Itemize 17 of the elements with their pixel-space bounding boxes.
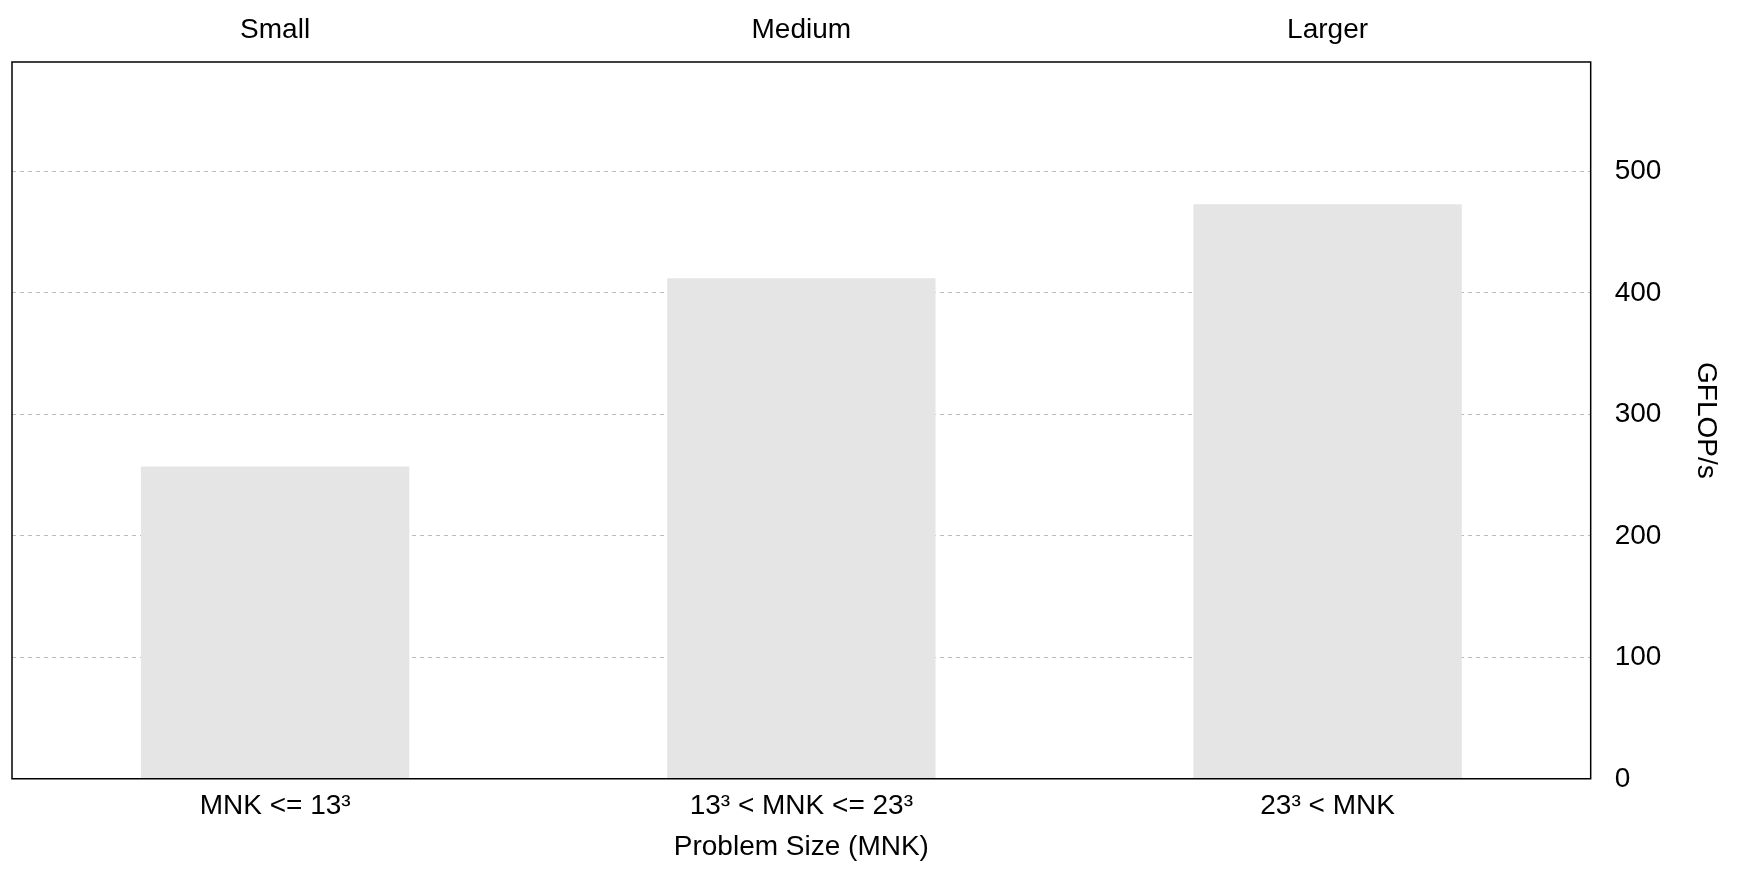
y-tick-label: 500	[1614, 154, 1662, 186]
y-axis-title: GFLOP/s	[1692, 362, 1724, 479]
text: Small	[240, 12, 311, 44]
x-tick-label: 23³ < MNK	[1260, 789, 1396, 821]
text: Larger	[1287, 12, 1369, 44]
y-tick-label: 0	[1614, 761, 1631, 793]
bar	[1193, 204, 1462, 779]
bar	[140, 466, 410, 779]
y-tick-label: 200	[1614, 518, 1662, 550]
x-tick-label: MNK <= 13³	[199, 789, 351, 821]
text: Medium	[751, 12, 852, 44]
bar	[667, 278, 936, 779]
y-tick-label: 300	[1614, 397, 1662, 429]
x-axis-title: Problem Size (MNK)	[673, 829, 929, 861]
y-tick-label: 100	[1614, 640, 1662, 672]
y-tick-label: 400	[1614, 275, 1662, 307]
x-tick-label: 13³ < MNK <= 23³	[689, 789, 914, 821]
